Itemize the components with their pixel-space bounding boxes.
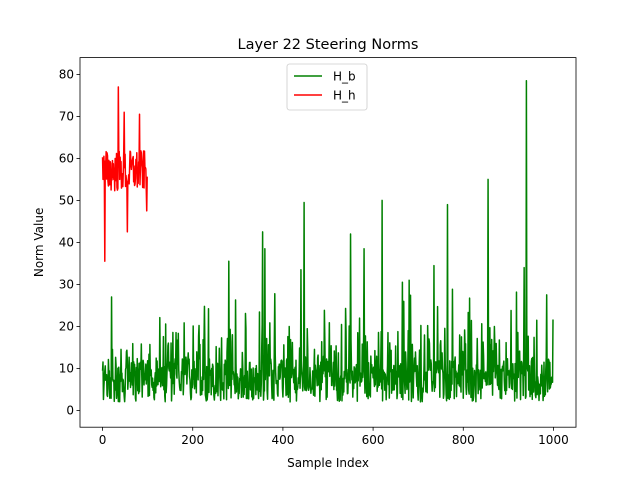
legend-label: H_h [333,88,356,102]
legend: H_b H_h [286,63,368,111]
x-tick-label: 1000 [538,433,569,447]
y-tick-label: 40 [59,236,74,250]
x-axis-label: Sample Index [287,456,369,470]
y-tick-label: 10 [59,362,74,376]
x-ticks: 0 200 400 600 800 1000 [99,427,569,447]
y-tick-label: 30 [59,278,74,292]
series-line-h-h [101,86,148,263]
y-tick-label: 70 [59,110,74,124]
series-group [101,79,554,403]
y-ticks: 0 10 20 30 40 50 60 70 80 [59,68,80,418]
x-tick-label: 200 [181,433,204,447]
chart-title: Layer 22 Steering Norms [238,37,419,53]
y-tick-label: 80 [59,68,74,82]
y-tick-label: 50 [59,194,74,208]
y-axis-label: Norm Value [32,208,46,278]
x-tick-label: 800 [452,433,475,447]
x-tick-label: 600 [362,433,385,447]
x-tick-label: 0 [99,433,107,447]
y-tick-label: 20 [59,320,74,334]
legend-label: H_b [333,69,356,83]
y-tick-label: 0 [66,404,74,418]
x-tick-label: 400 [271,433,294,447]
y-tick-label: 60 [59,152,74,166]
series-line-h-b [101,79,554,403]
